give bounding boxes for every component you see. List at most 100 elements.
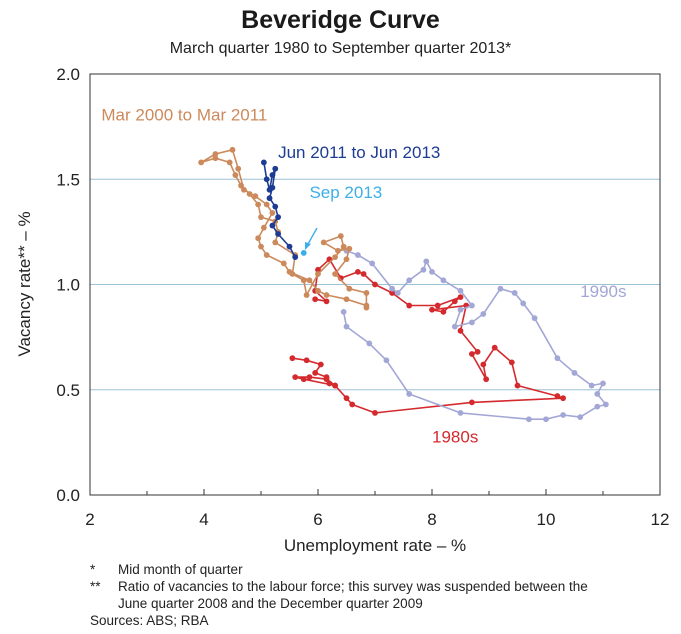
data-point <box>451 323 458 330</box>
data-point <box>514 382 521 389</box>
data-point <box>255 235 262 242</box>
data-point <box>300 277 307 284</box>
data-point <box>315 271 321 277</box>
data-point <box>423 258 430 265</box>
data-point <box>520 300 527 307</box>
data-point <box>260 224 267 231</box>
data-point <box>306 277 313 284</box>
footnote-2: ** Ratio of vacancies to the labour forc… <box>90 578 588 612</box>
data-point <box>263 252 270 258</box>
data-point <box>269 210 276 216</box>
series-1980s <box>289 256 566 416</box>
data-point <box>266 195 273 202</box>
data-point <box>300 376 307 383</box>
x-tick-label: 2 <box>85 510 94 529</box>
data-point <box>543 416 549 423</box>
chart-notes: * Mid month of quarter ** Ratio of vacan… <box>90 561 588 629</box>
data-point <box>526 416 532 423</box>
data-point <box>531 315 538 322</box>
data-point <box>369 260 376 267</box>
sources: Sources: ABS; RBA <box>90 613 209 628</box>
data-point <box>335 247 341 254</box>
data-point <box>323 376 330 383</box>
data-point <box>457 294 464 301</box>
data-point <box>594 391 601 397</box>
series-label-mar-2000-to-mar-2011: Mar 2000 to Mar 2011 <box>101 105 267 124</box>
data-point <box>238 182 244 189</box>
y-tick-label: 2.0 <box>56 65 80 84</box>
beveridge-curve-chart: 0.0 0.5 1.0 1.5 2.0 2 4 6 8 10 12 1980s 1990s Mar 20… <box>15 65 669 555</box>
series-label-1990s: 1990s <box>580 282 626 301</box>
data-point <box>383 357 390 364</box>
data-point <box>363 290 370 296</box>
data-point <box>258 243 264 250</box>
data-point <box>258 214 264 221</box>
chart-subtitle: March quarter 1980 to September quarter … <box>169 40 512 57</box>
data-point <box>480 361 487 368</box>
data-point <box>289 355 296 362</box>
data-point <box>306 374 313 381</box>
data-point <box>272 239 279 246</box>
x-tick-label: 4 <box>199 510 208 529</box>
data-point <box>272 165 279 172</box>
data-point <box>372 410 378 416</box>
data-point <box>332 271 338 277</box>
data-point <box>406 391 413 397</box>
data-point <box>255 201 262 208</box>
data-point <box>366 340 373 347</box>
sep-2013-arrow-head <box>305 242 311 250</box>
data-point <box>429 268 435 275</box>
data-point <box>457 287 464 294</box>
data-point <box>363 302 370 309</box>
series-line <box>263 162 296 258</box>
data-point <box>332 382 338 389</box>
data-point <box>480 311 487 317</box>
data-point <box>394 290 401 296</box>
data-point <box>457 306 464 313</box>
data-point <box>355 252 361 258</box>
y-tick-label: 1.0 <box>56 276 80 295</box>
data-point <box>406 277 413 284</box>
series-mar-2000-to-mar-2011 <box>198 146 370 311</box>
data-point <box>286 268 293 275</box>
data-point <box>346 285 353 292</box>
series-sep-2013 <box>300 250 307 256</box>
data-point <box>457 410 464 416</box>
series-1990s <box>340 247 609 423</box>
footnote-1-mark: * <box>90 562 96 577</box>
data-point <box>340 243 347 250</box>
data-point <box>469 319 475 326</box>
series-label-1980s: 1980s <box>432 427 478 446</box>
data-point <box>232 172 239 178</box>
axis-ticks: 0.0 0.5 1.0 1.5 2.0 2 4 6 8 10 12 <box>56 65 669 529</box>
sep-2013-arrow-line <box>307 227 318 245</box>
annotations <box>305 227 318 250</box>
data-point <box>389 290 395 296</box>
data-point <box>406 302 413 309</box>
chart-title: Beveridge Curve <box>241 6 440 34</box>
data-point <box>469 351 475 357</box>
series-label-jun-2011-to-jun-2013: Jun 2011 to Jun 2013 <box>278 143 440 162</box>
data-point <box>312 370 319 376</box>
data-point <box>440 308 447 315</box>
y-axis-label: Vacancy rate** – % <box>15 211 34 356</box>
data-point <box>337 233 344 239</box>
footnote-1: * Mid month of quarter <box>90 561 588 578</box>
data-point <box>272 203 279 210</box>
footnote-2-mark: ** <box>90 579 101 594</box>
data-point <box>588 382 595 389</box>
data-point <box>312 296 319 303</box>
data-point <box>343 256 350 263</box>
x-tick-label: 8 <box>427 510 436 529</box>
data-point <box>451 298 458 305</box>
data-point <box>337 275 344 282</box>
data-point <box>594 403 601 410</box>
data-point <box>469 399 475 406</box>
data-point <box>326 380 333 387</box>
series-layer <box>198 146 609 423</box>
data-point <box>508 359 515 366</box>
y-tick-label: 1.5 <box>56 170 80 189</box>
data-point <box>343 296 350 303</box>
data-point <box>263 176 270 183</box>
data-point <box>440 277 447 284</box>
